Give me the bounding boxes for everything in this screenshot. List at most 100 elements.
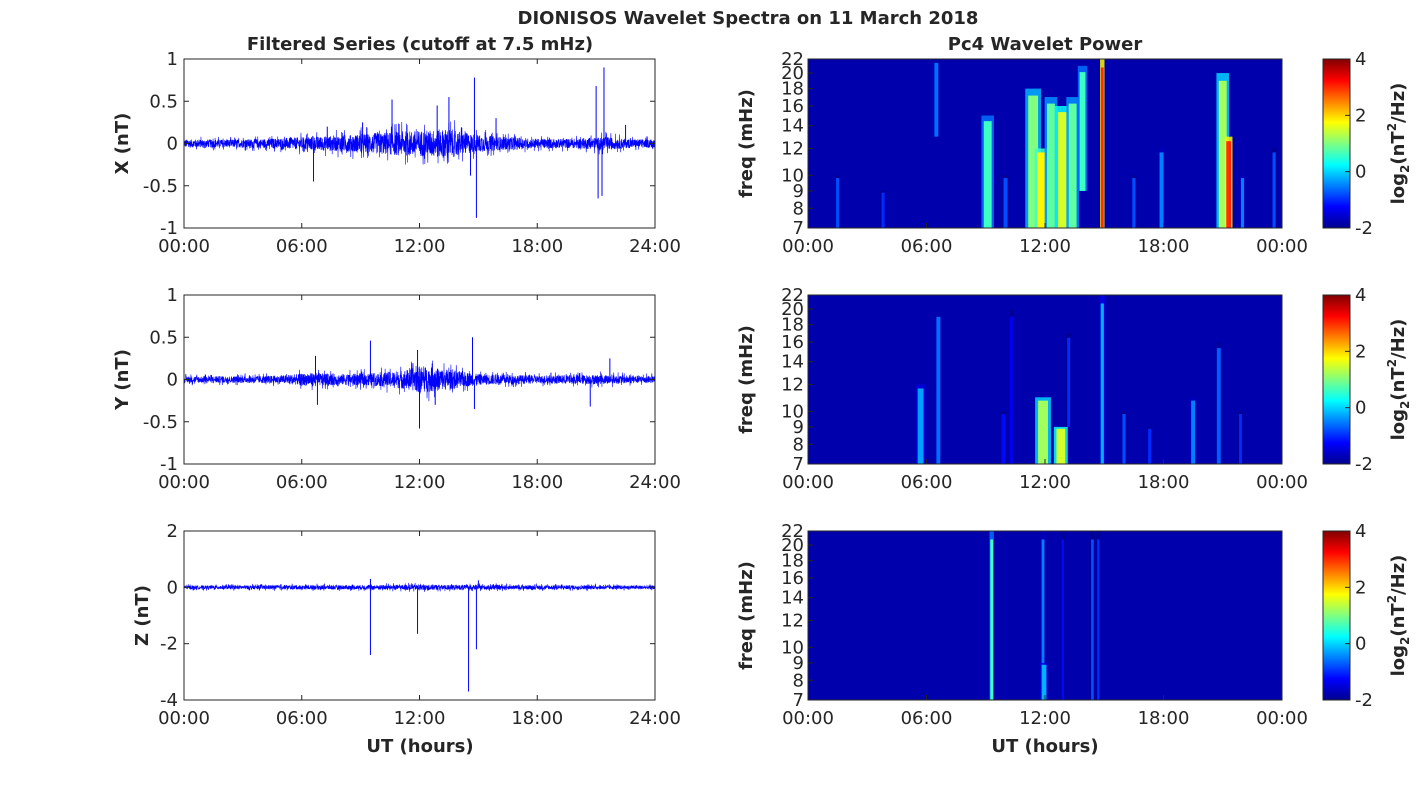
power-feature xyxy=(836,177,840,228)
power-feature xyxy=(1240,177,1245,228)
y-tick-label: 1 xyxy=(167,285,178,306)
right-column-title: Pc4 Wavelet Power xyxy=(948,34,1143,55)
y-tick-label: 20 xyxy=(781,63,804,84)
power-feature xyxy=(983,121,992,228)
heatmap-features xyxy=(915,295,1244,464)
y-tick-label: 16 xyxy=(781,96,804,117)
y-tick-label: 0 xyxy=(167,370,178,391)
series-line-x xyxy=(184,120,655,165)
y-tick-label: 0 xyxy=(167,577,178,598)
colorbar-tick-label: 2 xyxy=(1355,341,1366,362)
timeseries-panel-z: 00:00 06:00 12:00 18:00 24:00 2 0 -2 -4 Z (nT) xyxy=(132,521,681,729)
power-feature xyxy=(1068,103,1077,228)
x-tick-label: 18:00 xyxy=(511,472,563,493)
colorbar-label-part: (nT xyxy=(1388,603,1409,637)
colorbar-tick-label: 4 xyxy=(1355,49,1366,70)
x-tick-label: 00:00 xyxy=(782,236,834,257)
colorbar-tick-label: -2 xyxy=(1355,454,1373,475)
power-feature xyxy=(1056,428,1066,464)
heatmap-features xyxy=(989,531,1101,700)
y-tick-label: 1 xyxy=(167,49,178,70)
y-axis-label-y: Y (nT) xyxy=(112,349,133,411)
y-axis-label-freq: freq (mHz) xyxy=(736,89,757,198)
y-axis-label-freq: freq (mHz) xyxy=(736,561,757,670)
left-column-title: Filtered Series (cutoff at 7.5 mHz) xyxy=(247,34,593,55)
y-tick-label: 14 xyxy=(781,116,804,137)
left-xlabel: UT (hours) xyxy=(366,736,473,757)
x-tick-label: 12:00 xyxy=(394,708,446,729)
colorbar-label-part: /Hz) xyxy=(1388,319,1409,359)
colorbar-label: log2(nT2/Hz) xyxy=(1385,319,1412,441)
y-tick-label: -0.5 xyxy=(143,412,178,433)
colorbar-gradient xyxy=(1322,530,1351,701)
x-tick-label: 06:00 xyxy=(901,708,953,729)
y-tick-label: 9 xyxy=(793,653,804,674)
power-feature xyxy=(1067,337,1071,427)
power-feature xyxy=(1041,664,1047,700)
power-feature xyxy=(1037,152,1045,228)
y-tick-label: 0 xyxy=(167,134,178,155)
x-tick-label: 24:00 xyxy=(629,708,681,729)
x-tick-label: 00:00 xyxy=(782,472,834,493)
power-feature xyxy=(1057,112,1068,228)
power-feature xyxy=(936,316,941,464)
power-feature xyxy=(1046,103,1055,228)
y-tick-label: 22 xyxy=(781,521,804,542)
x-tick-label: 00:00 xyxy=(158,236,210,257)
colorbar-label-part: (nT xyxy=(1388,131,1409,165)
heatmap-features xyxy=(835,59,1277,228)
x-tick-label: 00:00 xyxy=(1256,236,1308,257)
power-feature xyxy=(934,62,939,137)
y-tick-label: 16 xyxy=(781,332,804,353)
power-feature xyxy=(1003,177,1008,228)
colorbar-label-part: 2 xyxy=(1385,123,1399,131)
y-tick-label: -0.5 xyxy=(143,176,178,197)
timeseries-panel-x: 00:00 06:00 12:00 18:00 24:00 1 0.5 0 -0.5 -1 X (n… xyxy=(112,49,681,257)
timeseries-panel-y: 00:00 06:00 12:00 18:00 24:00 1 0.5 0 -0.5 -1 Y (n… xyxy=(112,285,681,493)
colorbar-label-part: log xyxy=(1388,409,1409,440)
power-feature xyxy=(1038,400,1048,464)
colorbar-tick-label: 0 xyxy=(1355,162,1366,183)
series-group xyxy=(184,67,655,218)
x-tick-label: 12:00 xyxy=(1019,236,1071,257)
y-tick-label: 10 xyxy=(781,637,804,658)
power-feature xyxy=(1079,72,1086,191)
y-tick-label: 2 xyxy=(167,521,178,542)
x-tick-label: 06:00 xyxy=(276,708,328,729)
x-tick-label: 00:00 xyxy=(158,472,210,493)
y-tick-label: 7 xyxy=(793,218,804,239)
x-tick-label: 18:00 xyxy=(511,708,563,729)
y-axis-label-freq: freq (mHz) xyxy=(736,325,757,434)
y-tick-label: 22 xyxy=(781,285,804,306)
power-feature xyxy=(1061,539,1064,700)
colorbar-label-part: 2 xyxy=(1385,595,1399,603)
y-tick-label: 20 xyxy=(781,299,804,320)
x-tick-label: 18:00 xyxy=(1138,472,1190,493)
power-feature xyxy=(1001,413,1006,464)
y-tick-label: 14 xyxy=(781,352,804,373)
colorbar-label-part: /Hz) xyxy=(1388,555,1409,595)
figure-title: DIONISOS Wavelet Spectra on 11 March 201… xyxy=(518,8,979,29)
x-tick-label: 24:00 xyxy=(629,472,681,493)
wavelet-panel-z: 00:00 06:00 12:00 18:00 00:00222018161412109… xyxy=(736,521,1412,729)
colorbar-tick-label: 4 xyxy=(1355,285,1366,306)
y-tick-label: 16 xyxy=(781,568,804,589)
x-tick-label: 18:00 xyxy=(511,236,563,257)
colorbar-label-part: log xyxy=(1388,645,1409,676)
y-tick-label: 8 xyxy=(793,670,804,691)
power-feature xyxy=(881,192,885,228)
y-tick-label: 18 xyxy=(781,79,804,100)
y-tick-label: 14 xyxy=(781,588,804,609)
power-feature xyxy=(917,388,924,464)
y-tick-label: 7 xyxy=(793,454,804,475)
x-tick-label: 06:00 xyxy=(901,236,953,257)
colorbar-label-part: 2 xyxy=(1385,359,1399,367)
colorbar-gradient xyxy=(1322,58,1351,229)
x-tick-label: 00:00 xyxy=(1256,708,1308,729)
colorbar-label-part: 2 xyxy=(1398,165,1412,173)
y-tick-label: 18 xyxy=(781,551,804,572)
power-feature xyxy=(1100,303,1104,464)
power-feature xyxy=(1091,539,1094,700)
